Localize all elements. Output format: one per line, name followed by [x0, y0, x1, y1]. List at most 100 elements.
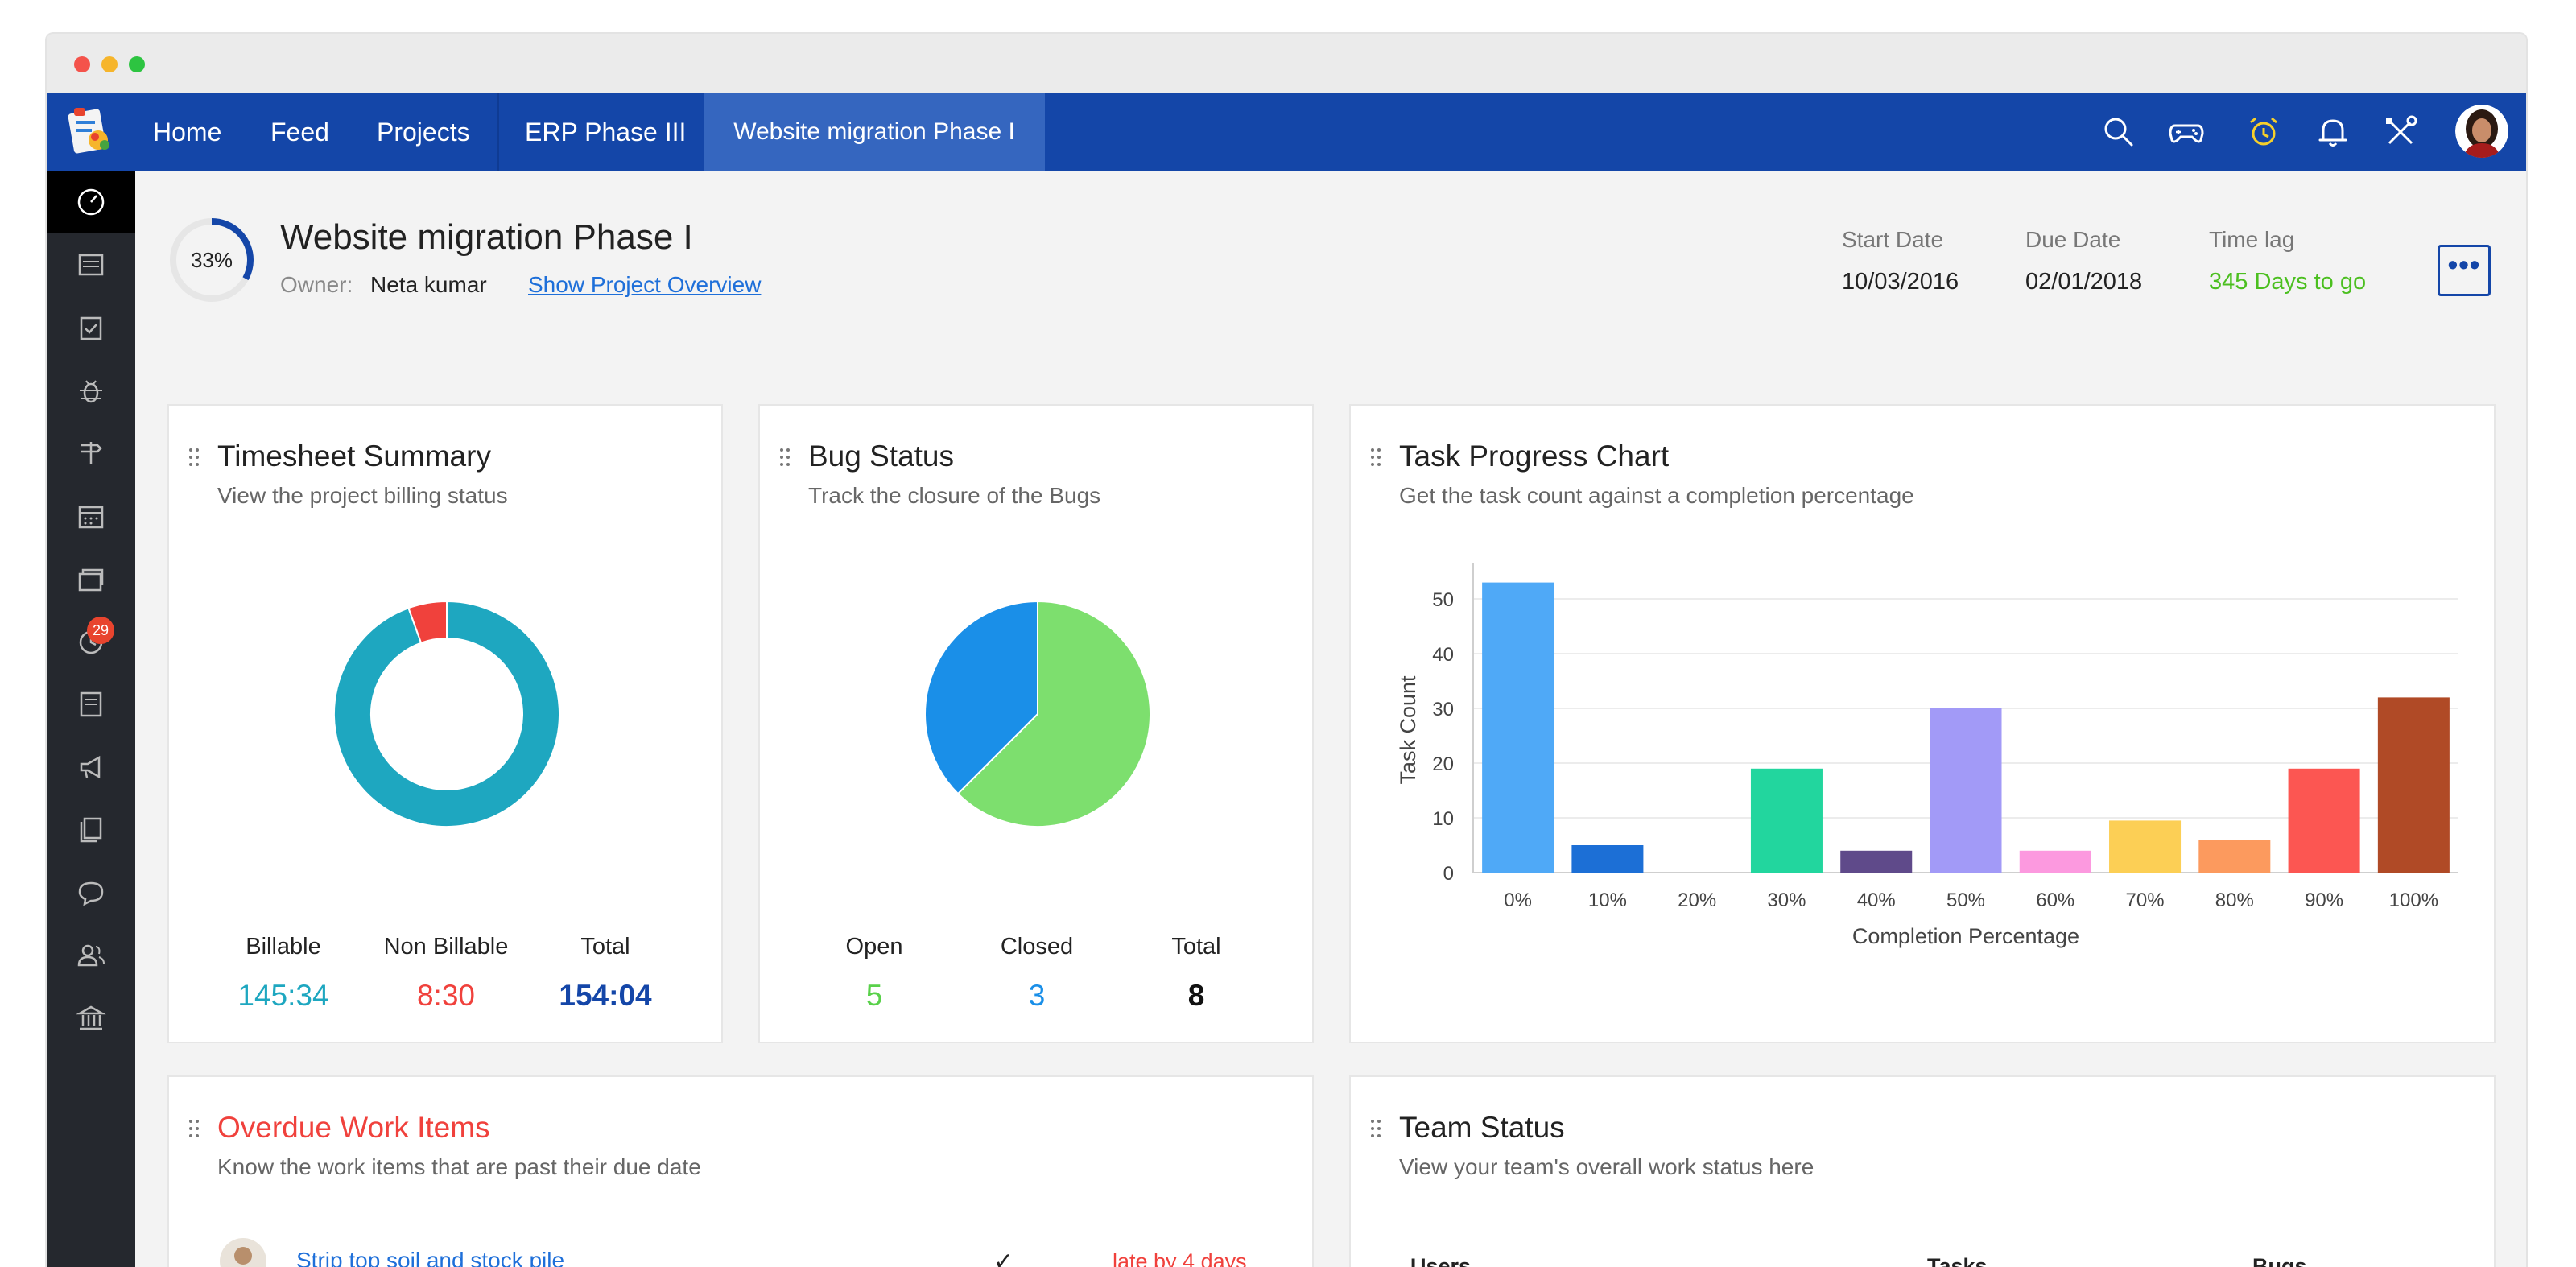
bug-status-card: Bug Status Track the closure of the Bugs…	[758, 404, 1314, 1043]
x-tick-label: 30%	[1767, 889, 1806, 911]
calendar-icon	[78, 506, 104, 529]
page-title: Website migration Phase I	[280, 217, 693, 257]
timesheet-summary-card: Timesheet Summary View the project billi…	[167, 404, 723, 1043]
open-bugs-value: 5	[865, 979, 883, 1012]
megaphone-icon	[80, 755, 101, 779]
sidebar-item-announcements[interactable]	[47, 736, 135, 799]
total-bugs-label: Total	[1171, 934, 1221, 960]
x-tick-label: 10%	[1588, 889, 1627, 911]
bar-90pct[interactable]	[2288, 768, 2360, 873]
sidebar-item-dashboard[interactable]	[47, 171, 135, 233]
search-icon[interactable]	[2099, 113, 2138, 151]
sidebar-item-users[interactable]	[47, 924, 135, 987]
sidebar-item-milestones[interactable]	[47, 422, 135, 485]
minimize-window-button[interactable]	[101, 56, 118, 72]
donut-slice-billable[interactable]	[333, 600, 560, 827]
team-status-subtitle: View your team's overall work status her…	[1399, 1154, 1814, 1179]
owner-name: Neta kumar	[370, 272, 487, 297]
sidebar-item-documents[interactable]	[47, 547, 135, 610]
sidebar-item-timesheet[interactable]: 29	[47, 610, 135, 673]
work-item-check-icon[interactable]: ✓	[993, 1248, 1014, 1267]
close-window-button[interactable]	[74, 56, 90, 72]
gamepad-icon[interactable]	[2167, 113, 2206, 151]
y-tick-label: 50	[1432, 589, 1454, 611]
dashboard-gauge-icon	[77, 188, 105, 216]
drag-handle-icon[interactable]	[188, 1119, 200, 1138]
non-billable-label: Non Billable	[383, 934, 509, 960]
show-project-overview-link[interactable]: Show Project Overview	[528, 272, 762, 297]
team-status-card: Team Status View your team's overall wor…	[1349, 1075, 2496, 1267]
nav-feed[interactable]: Feed	[270, 118, 329, 147]
sidebar-item-projects[interactable]	[47, 233, 135, 296]
sidebar-item-tasks[interactable]	[47, 296, 135, 359]
nav-website-migration[interactable]: Website migration Phase I	[704, 93, 1045, 171]
drag-handle-icon[interactable]	[1370, 448, 1381, 467]
bar-80pct[interactable]	[2198, 840, 2271, 873]
sidebar-item-bugs[interactable]	[47, 359, 135, 422]
overdue-work-items-card: Overdue Work Items Know the work items t…	[167, 1075, 1314, 1267]
bell-icon[interactable]	[2314, 113, 2352, 151]
owner-label: Owner:	[280, 272, 353, 297]
y-tick-label: 20	[1432, 753, 1454, 775]
drag-handle-icon[interactable]	[188, 448, 200, 467]
non-billable-value: 8:30	[416, 979, 475, 1012]
overdue-title: Overdue Work Items	[217, 1111, 490, 1144]
y-tick-label: 30	[1432, 699, 1454, 720]
users-icon	[77, 944, 105, 967]
bar-10pct[interactable]	[1571, 845, 1644, 873]
column-header-users[interactable]: Users	[1410, 1254, 1472, 1267]
column-header-bugs[interactable]: Bugs	[2252, 1254, 2307, 1267]
x-tick-label: 60%	[2036, 889, 2074, 911]
donut-slice-non-billable[interactable]	[407, 600, 448, 644]
nav-projects[interactable]: Projects	[377, 118, 470, 147]
column-header-tasks[interactable]: Tasks	[1927, 1254, 1988, 1267]
tools-icon[interactable]	[2381, 113, 2420, 151]
alarm-clock-icon[interactable]	[2244, 113, 2283, 151]
open-bugs-label: Open	[845, 934, 903, 960]
list-item[interactable]: Strip top soil and stock pile ✓ late by …	[169, 1236, 1312, 1267]
invoice-icon	[80, 691, 102, 717]
bar-40pct[interactable]	[1840, 850, 1913, 873]
bar-50pct[interactable]	[1930, 708, 2002, 873]
bar-70pct[interactable]	[2109, 820, 2182, 873]
sidebar-item-invoices[interactable]	[47, 673, 135, 736]
bar-60pct[interactable]	[2019, 850, 2091, 873]
nav-divider	[497, 93, 499, 171]
nav-home[interactable]: Home	[153, 118, 222, 147]
app-window: Home Feed Projects ERP Phase III Website…	[45, 32, 2528, 1267]
x-tick-label: 40%	[1857, 889, 1896, 911]
sidebar-item-pages[interactable]	[47, 799, 135, 861]
pie-slice-open[interactable]	[956, 600, 1151, 827]
progress-percent: 33%	[191, 248, 233, 272]
task-progress-card: Task Progress Chart Get the task count a…	[1349, 404, 2496, 1043]
pie-slice-closed[interactable]	[924, 600, 1038, 795]
drag-handle-icon[interactable]	[779, 448, 791, 467]
top-navigation: Home Feed Projects ERP Phase III Website…	[47, 93, 2526, 171]
x-tick-label: 100%	[2389, 889, 2438, 911]
x-tick-label: 70%	[2126, 889, 2165, 911]
bar-30pct[interactable]	[1750, 768, 1823, 873]
work-item-name[interactable]: Strip top soil and stock pile	[296, 1248, 565, 1267]
start-date-value: 10/03/2016	[1842, 269, 1959, 295]
timesheet-title: Timesheet Summary	[217, 440, 491, 473]
sidebar-item-calendar[interactable]	[47, 485, 135, 547]
team-status-title: Team Status	[1399, 1111, 1565, 1144]
x-tick-label: 80%	[2215, 889, 2254, 911]
start-date-label: Start Date	[1842, 227, 1944, 252]
app-logo-icon[interactable]	[63, 105, 116, 158]
bar-100pct[interactable]	[2377, 697, 2450, 873]
more-options-button[interactable]: •••	[2438, 245, 2491, 296]
sidebar-item-chat[interactable]	[47, 861, 135, 924]
bar-0pct[interactable]	[1482, 582, 1554, 873]
x-tick-label: 20%	[1678, 889, 1716, 911]
drag-handle-icon[interactable]	[1370, 1119, 1381, 1138]
sidebar-item-reports[interactable]	[47, 987, 135, 1050]
task-chart-subtitle: Get the task count against a completion …	[1399, 483, 1914, 508]
maximize-window-button[interactable]	[129, 56, 145, 72]
project-header: 33% Website migration Phase I Owner: Net…	[135, 171, 2526, 332]
nav-erp-phase-iii[interactable]: ERP Phase III	[525, 118, 687, 147]
user-avatar[interactable]	[2455, 105, 2508, 158]
task-progress-bar-chart: 0 10 20 30 40 50 0% 10% 20% 30% 40% 50% 60% 70% 80% 90%…	[1396, 563, 2458, 948]
billing-donut-chart	[333, 600, 560, 827]
bug-pie-chart	[924, 600, 1151, 827]
